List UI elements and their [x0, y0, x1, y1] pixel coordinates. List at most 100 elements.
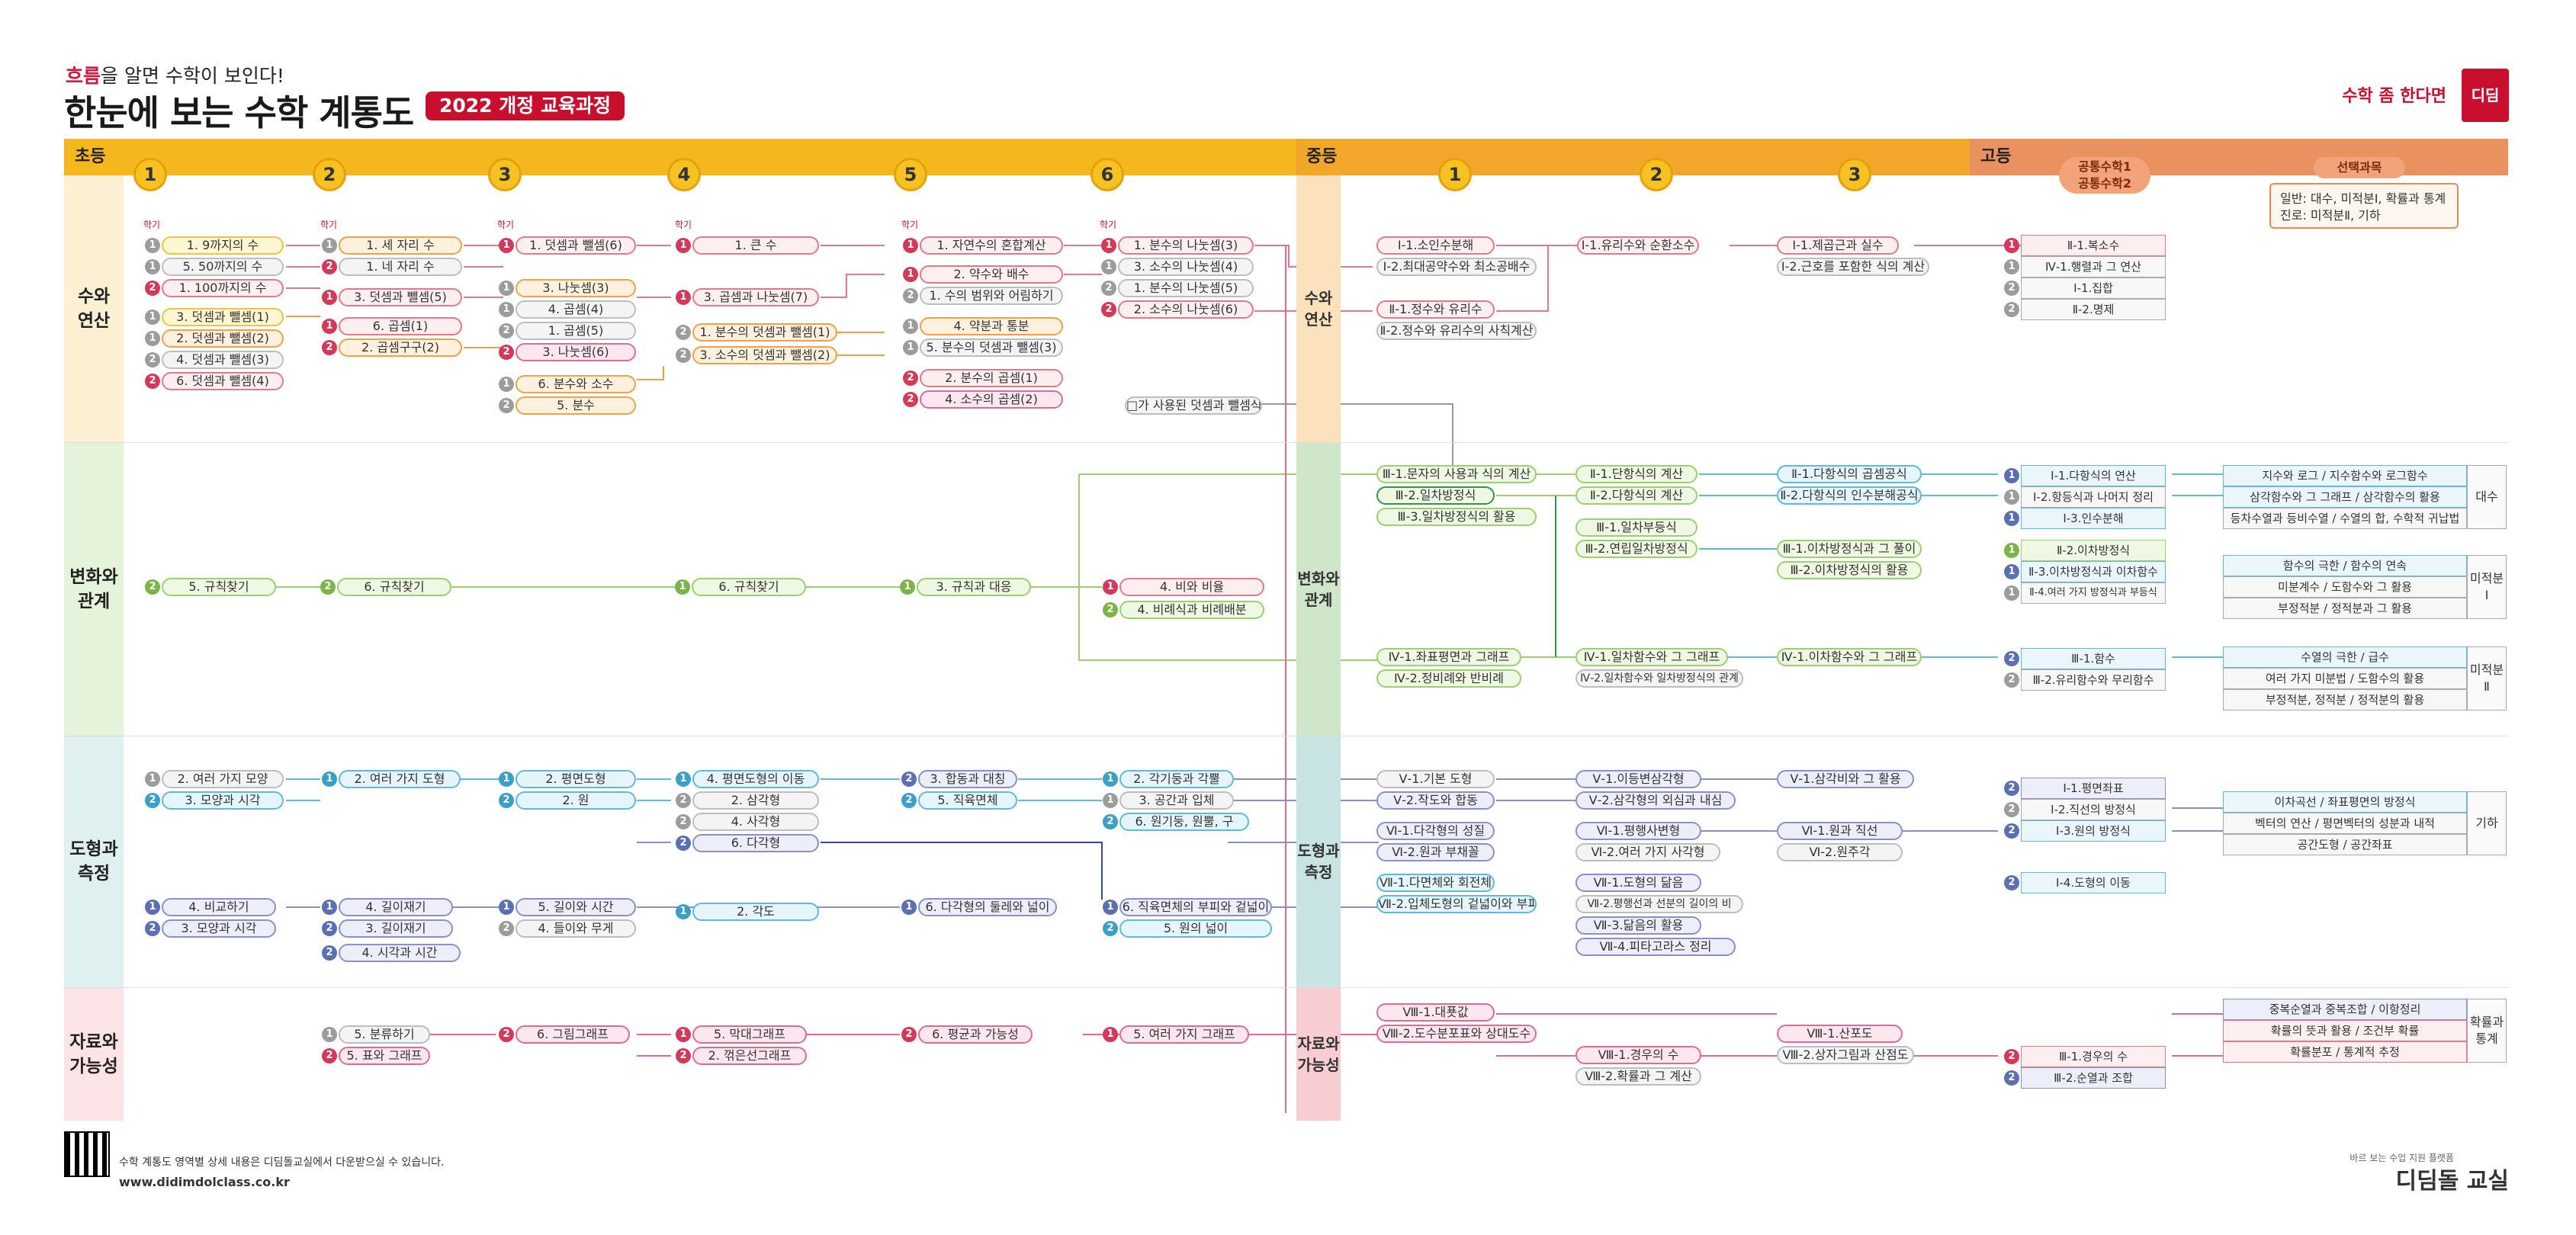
- semester-1-icon: 1: [322, 771, 337, 787]
- semester-1-icon: 1: [322, 238, 337, 253]
- semester-2-icon: 2: [499, 345, 514, 360]
- semester-1-icon: 1: [499, 377, 514, 392]
- course-2-icon: 2: [2004, 651, 2019, 666]
- node-geo: 5. 원의 넓이: [1119, 919, 1272, 938]
- footer-note: 수학 계통도 영역별 상세 내용은 디딤돌교실에서 다운받으실 수 있습니다.: [119, 1156, 445, 1169]
- node-el-rel: 부정적분, 정적분 / 정적분의 활용: [2223, 689, 2467, 711]
- node-g3-num: 6. 분수와 소수: [516, 375, 636, 393]
- semester-2-icon: 2: [1103, 602, 1118, 618]
- node-g4-num: 3. 소수의 덧셈과 뺄셈(2): [692, 346, 837, 364]
- area-relation: 변화와 관계: [64, 442, 124, 736]
- node-m1-geo: Ⅴ-2.작도와 합동: [1376, 791, 1495, 810]
- node-m2-geo: Ⅴ-1.이등변삼각형: [1575, 770, 1701, 788]
- semester-2-icon: 2: [1101, 302, 1116, 317]
- node-m2-num: Ⅰ-1.유리수와 순환소수: [1577, 236, 1699, 255]
- node-g1-num: 1. 9까지의 수: [162, 236, 284, 255]
- semester-2-icon: 2: [901, 1027, 917, 1042]
- grade-circle-e2: 2: [313, 158, 346, 191]
- semester-1-icon: 1: [322, 1027, 337, 1042]
- side-calculus-2: 미적분 Ⅱ: [2467, 646, 2507, 711]
- node-m1-num: Ⅰ-2.최대공약수와 최소공배수: [1376, 258, 1537, 276]
- node-m1-num: Ⅱ-1.정수와 유리수: [1376, 300, 1495, 319]
- node-el-data: 확률분포 / 통계적 추정: [2223, 1041, 2467, 1063]
- area-data: 자료와 가능성: [64, 987, 124, 1121]
- node-g4-num: 3. 곱셈과 나눗셈(7): [692, 288, 819, 306]
- node-m1-num: Ⅱ-2.정수와 유리수의 사칙계산: [1376, 322, 1537, 340]
- node-data: 6. 평균과 가능성: [918, 1025, 1033, 1044]
- semester-1-icon: 1: [903, 319, 918, 334]
- course-2-icon: 2: [2004, 802, 2019, 817]
- node-geo: 2. 여러 가지 도형: [339, 770, 461, 788]
- semester-tag: 학기: [1100, 220, 1117, 230]
- node-m3-rel: Ⅲ-2.이차방정식의 활용: [1777, 561, 1922, 579]
- node-geo: 2. 평면도형: [516, 770, 636, 788]
- node-m1-geo: Ⅶ-2.입체도형의 겉넓이와 부피: [1376, 895, 1537, 913]
- semester-2-icon: 2: [901, 771, 917, 787]
- node-g5-num: 5. 분수의 덧셈과 뺄셈(3): [920, 338, 1063, 357]
- node-g5-num: 1. 자연수의 혼합계산: [920, 236, 1063, 255]
- course-1-icon: 1: [2004, 468, 2019, 483]
- semester-2-icon: 2: [901, 793, 917, 808]
- node-g1-num: 6. 덧셈과 뺄셈(4): [162, 372, 284, 390]
- semester-2-icon: 2: [499, 323, 514, 338]
- semester-2-icon: 2: [322, 1048, 337, 1063]
- qr-code-icon[interactable]: [64, 1131, 110, 1177]
- semester-2-icon: 2: [676, 814, 691, 829]
- course-2-icon: 2: [2004, 875, 2019, 890]
- node-el-rel: 등차수열과 등비수열 / 수열의 합, 수학적 귀납법: [2223, 508, 2467, 529]
- node-m3-num: Ⅰ-2.근호를 포함한 식의 계산: [1777, 258, 1929, 276]
- node-m1-rel: Ⅳ-1.좌표평면과 그래프: [1376, 648, 1521, 666]
- node-geo: 2. 삼각형: [692, 791, 819, 810]
- node-rel: 4. 비례식과 비례배분: [1119, 601, 1264, 619]
- semester-2-icon: 1: [322, 319, 337, 334]
- brand-logo-icon: 디딤: [2462, 69, 2509, 122]
- node-m3-geo: Ⅴ-1.삼각비와 그 활용: [1777, 770, 1914, 788]
- semester-2-icon: 2: [903, 370, 918, 386]
- footer-text: 수학 계통도 영역별 상세 내용은 디딤돌교실에서 다운받으실 수 있습니다. …: [119, 1153, 444, 1193]
- node-geo: 5. 길이와 시간: [516, 898, 636, 916]
- semester-1-icon: 1: [676, 771, 691, 787]
- grade-circle-m2: 2: [1640, 158, 1673, 191]
- node-data: 5. 표와 그래프: [339, 1047, 430, 1065]
- semester-1-icon: 1: [1101, 259, 1116, 274]
- course-1-icon: 1: [2004, 238, 2019, 253]
- node-g2-num: 1. 세 자리 수: [339, 236, 462, 255]
- node-el-rel: 함수의 극한 / 함수의 연속: [2223, 555, 2467, 576]
- node-g2-num: 6. 곱셈(1): [339, 317, 462, 335]
- semester-1-icon: 1: [145, 259, 160, 274]
- semester-2-icon: 2: [676, 348, 691, 363]
- footer-url-text[interactable]: www.didimdolclass.co.kr: [119, 1175, 290, 1189]
- node-h-geo: Ⅰ-2.직선의 방정식: [2021, 799, 2166, 820]
- node-g3-num: 5. 분수: [516, 396, 636, 415]
- semester-1-icon: 1: [676, 904, 691, 919]
- node-rel: 6. 규칙찾기: [337, 578, 451, 596]
- footer-logo: 디딤돌 교실: [2395, 1168, 2509, 1195]
- node-geo: 6. 다각형의 둘레와 넓이: [918, 898, 1057, 916]
- semester-1-icon: 1: [145, 331, 160, 346]
- footer-url[interactable]: www.didimdolclass.co.kr: [119, 1172, 444, 1193]
- node-geo: 2. 원: [516, 791, 636, 810]
- hs-course-1: 공통수학1: [2077, 159, 2131, 174]
- slogan-highlight: 흐름: [66, 65, 101, 87]
- hs-common-course: 공통수학1 공통수학2: [2059, 157, 2150, 194]
- semester-tag: 학기: [901, 220, 919, 230]
- course-2-icon: 2: [2004, 823, 2019, 839]
- node-g6-num: 2. 소수의 나눗셈(6): [1118, 300, 1254, 319]
- node-g4-num: 1. 큰 수: [692, 236, 819, 255]
- node-g1-num: 1. 100까지의 수: [162, 279, 284, 297]
- node-g3-num: 4. 곱셈(4): [516, 300, 636, 319]
- node-g1-num: 2. 덧셈과 뺄셈(2): [162, 329, 284, 348]
- semester-2-icon: 1: [322, 290, 337, 305]
- page-title: 한눈에 보는 수학 계통도: [64, 92, 414, 133]
- node-geo: 4. 사각형: [692, 813, 819, 831]
- node-data: 2. 꺾은선그래프: [692, 1047, 807, 1065]
- grade-circle-e1: 1: [133, 158, 167, 191]
- course-2-icon: 2: [2004, 302, 2019, 317]
- node-geo: 4. 평면도형의 이동: [692, 770, 819, 788]
- section-divider: [64, 987, 2508, 988]
- slogan-text: 을 알면 수학이 보인다!: [101, 65, 284, 87]
- semester-2-icon: 2: [499, 921, 514, 936]
- node-g3-num: 3. 나눗셈(3): [516, 279, 636, 297]
- node-geo: 6. 다각형: [692, 834, 819, 852]
- node-m1-rel: Ⅲ-1.문자의 사용과 식의 계산: [1376, 465, 1537, 483]
